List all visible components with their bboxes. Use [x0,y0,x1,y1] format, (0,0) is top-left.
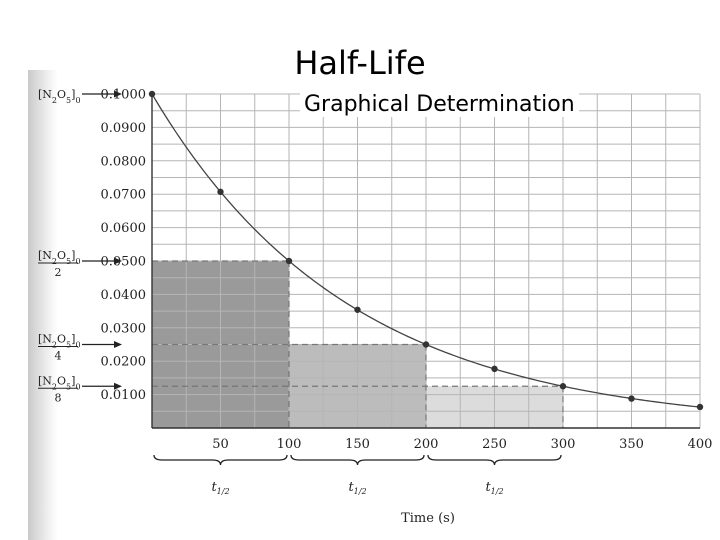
arrowhead [114,341,122,348]
slide-title: Half-Life [294,44,426,82]
half-life-label: t1/2 [485,480,503,496]
x-tick-label: 350 [619,437,644,452]
concentration-label: [N2O5]02 [38,249,122,279]
concentration-symbol: [N2O5]0 [38,249,81,266]
concentration-text: [N [38,249,52,262]
half-life-label: t1/2 [348,480,366,496]
half-life-subscript: 1/2 [217,487,230,496]
x-tick-label: 100 [277,437,302,452]
concentration-subscript: 2 [52,257,57,266]
concentration-subscript: 0 [75,257,80,266]
concentration-subscript: 2 [52,96,57,105]
x-tick-label: 400 [688,437,713,452]
concentration-divisor: 8 [55,391,62,404]
y-tick-label: 0.0400 [101,288,147,303]
concentration-text: ] [71,333,75,346]
half-life-subscript: 1/2 [491,487,504,496]
x-tick-label: 300 [551,437,576,452]
concentration-subscript: 2 [52,340,57,349]
y-tick-label: 0.0600 [101,221,147,236]
y-tick-label: 0.1000 [101,88,147,103]
x-tick-label: 200 [414,437,439,452]
data-point [354,306,361,313]
concentration-symbol: [N2O5]0 [38,374,81,391]
data-point [559,383,567,390]
concentration-symbol: [N2O5]0 [38,88,81,105]
half-life-label: t1/2 [211,480,229,496]
concentration-text: ] [71,88,75,101]
data-point [491,365,498,373]
y-tick-label: 0.0700 [101,188,147,203]
concentration-text: [N [38,374,52,387]
concentration-text: ] [71,249,75,262]
half-life-subscript: 1/2 [354,487,367,496]
data-point [285,257,293,265]
concentration-text: [N [38,333,52,346]
concentration-text: O [57,374,66,387]
concentration-label: [N2O5]04 [38,333,122,363]
slide-subtitle: Graphical Determination [300,92,579,117]
concentration-subscript: 0 [75,340,80,349]
y-tick-label: 0.0300 [101,321,147,336]
x-tick-label: 150 [345,437,370,452]
data-point [217,188,224,196]
arrowhead [114,257,122,265]
y-tick-label: 0.0100 [101,388,147,403]
y-tick-label: 0.0800 [101,154,147,169]
x-tick-label: 50 [212,437,229,452]
concentration-subscript: 5 [66,96,71,105]
x-axis-label: Time (s) [401,511,455,526]
concentration-text: ] [71,374,75,387]
y-tick-label: 0.0200 [101,355,147,370]
data-point [422,341,430,348]
concentration-text: O [57,88,66,101]
y-tick-label: 0.0500 [101,255,147,270]
concentration-label: [N2O5]0 [38,88,122,105]
concentration-subscript: 5 [66,340,71,349]
concentration-divisor: 4 [55,350,62,363]
concentration-subscript: 2 [52,382,57,391]
concentration-subscript: 5 [66,382,71,391]
arrowhead [114,382,122,390]
concentration-subscript: 5 [66,257,71,266]
half-life-brace [427,454,562,466]
arrowhead [114,90,122,98]
concentration-text: O [57,333,66,346]
data-point [148,90,156,98]
half-life-brace [153,454,288,466]
half-life-brace [290,454,425,466]
concentration-text: O [57,249,66,262]
concentration-label: [N2O5]08 [38,374,122,404]
concentration-divisor: 2 [55,266,62,279]
data-point [628,395,635,402]
y-tick-label: 0.0900 [101,121,147,136]
concentration-subscript: 0 [75,96,80,105]
concentration-text: [N [38,88,52,101]
concentration-subscript: 0 [75,382,80,391]
x-tick-label: 250 [482,437,507,452]
scan-shadow [28,70,58,540]
concentration-symbol: [N2O5]0 [38,333,81,350]
data-point [696,403,704,411]
